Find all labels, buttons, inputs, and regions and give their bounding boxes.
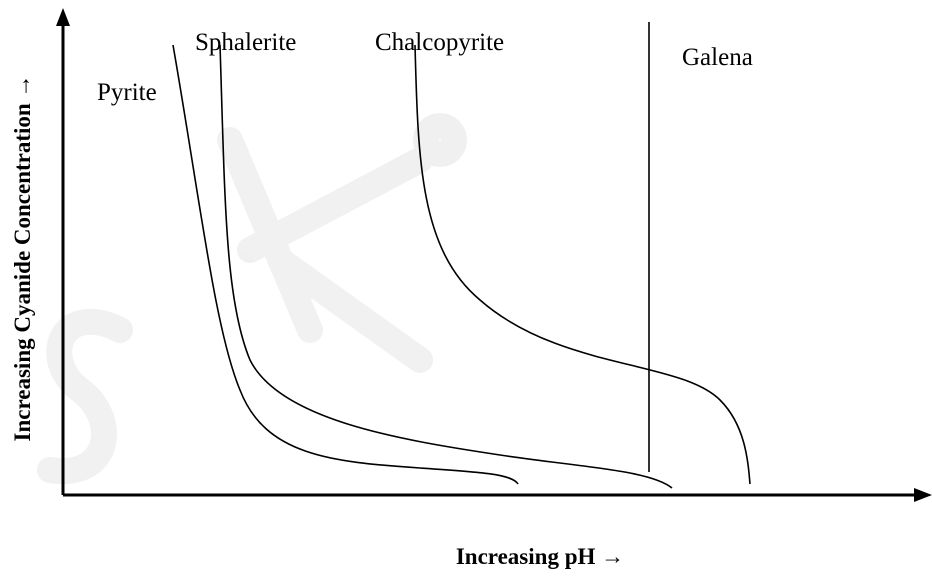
x-axis-arrow	[914, 488, 932, 502]
curve-label: Sphalerite	[195, 29, 296, 56]
chalcopyrite-curve	[414, 44, 751, 485]
watermark	[37, 113, 467, 485]
watermark-dot	[413, 113, 467, 167]
sphalerite-curve	[219, 44, 673, 489]
curve-label: Galena	[682, 44, 753, 71]
watermark-k	[217, 127, 433, 373]
curve-label: Chalcopyrite	[375, 29, 504, 56]
watermark-s	[37, 308, 133, 485]
pyrite-curve	[172, 44, 519, 485]
y-axis-label: Increasing Cyanide Concentration →	[10, 75, 35, 442]
curve-label: Pyrite	[97, 79, 157, 106]
x-axis-label: Increasing pH →	[456, 544, 624, 569]
y-axis-arrow	[56, 8, 70, 26]
